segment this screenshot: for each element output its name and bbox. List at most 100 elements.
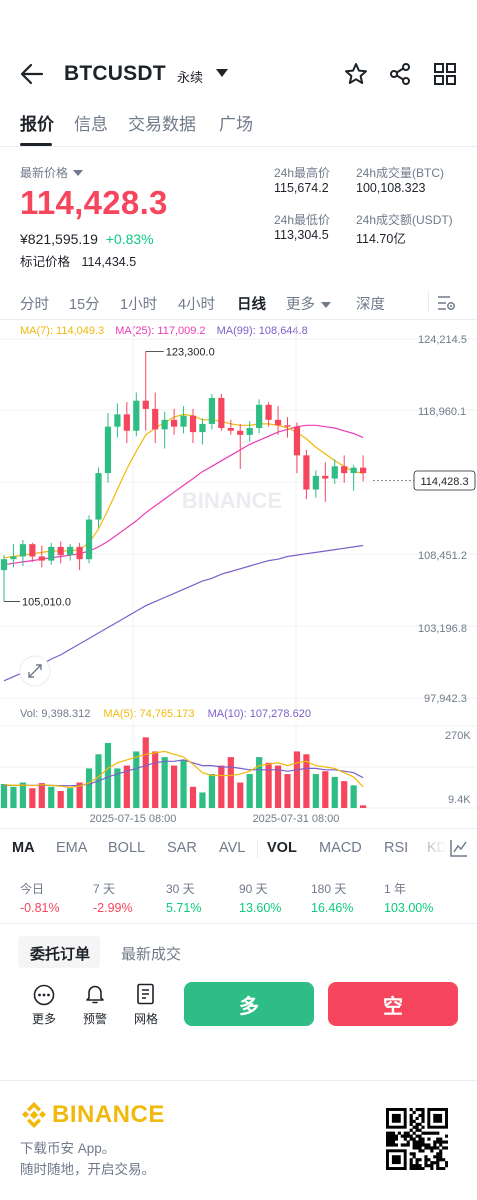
- qr-module: [439, 1167, 443, 1170]
- action-grid-label[interactable]: 网格: [134, 1012, 159, 1026]
- low-24h-value: 113,304.5: [274, 228, 329, 242]
- divider: [0, 923, 477, 924]
- bell-icon[interactable]: [84, 983, 106, 1005]
- volume-bar: [199, 792, 206, 808]
- interval-4h[interactable]: 4小时: [178, 297, 216, 313]
- candle: [142, 400, 149, 409]
- qr-module: [430, 1149, 434, 1153]
- action-alert-label[interactable]: 预警: [83, 1012, 108, 1026]
- grid-trading-icon[interactable]: [136, 983, 156, 1005]
- indicator-settings-icon[interactable]: [449, 838, 469, 858]
- qr-code[interactable]: [386, 1108, 448, 1170]
- interval-more[interactable]: 更多: [286, 293, 332, 314]
- interval-line[interactable]: 分时: [20, 297, 49, 313]
- tab-open-orders[interactable]: 委托订单: [30, 946, 91, 963]
- qr-module: [418, 1146, 422, 1150]
- qr-module: [433, 1146, 437, 1150]
- qr-module: [406, 1143, 410, 1147]
- current-price-tag-label: 114,428.3: [420, 476, 468, 488]
- qr-module: [421, 1108, 425, 1112]
- perf-value: -2.99%: [93, 901, 133, 915]
- indicator-sar[interactable]: SAR: [167, 840, 197, 856]
- candle: [133, 400, 140, 431]
- qr-module: [415, 1122, 419, 1126]
- volume-chart[interactable]: 270K 9.4K 2025-07-15 08:00 2025-07-31 08…: [0, 722, 477, 830]
- indicator-ema[interactable]: EMA: [56, 840, 88, 856]
- chart-settings-icon[interactable]: [436, 294, 456, 312]
- volume-bar: [85, 768, 93, 808]
- indicator-macd[interactable]: MACD: [319, 840, 362, 856]
- price-chart[interactable]: BINANCE 123,300.0 105,010.0 124,214.5 118…: [0, 320, 477, 710]
- qr-module: [433, 1155, 437, 1159]
- high-24h-value: 115,674.2: [274, 181, 329, 195]
- indicator-ma[interactable]: MA: [12, 840, 35, 856]
- qr-finder: [433, 1113, 443, 1123]
- perf-value: 16.46%: [311, 901, 354, 915]
- indicator-boll[interactable]: BOLL: [108, 840, 146, 856]
- volume-bar: [218, 765, 225, 808]
- perf-value: 5.71%: [166, 901, 202, 915]
- symbol-title[interactable]: BTCUSDT: [64, 62, 166, 85]
- qr-module: [415, 1128, 419, 1132]
- grid-icon[interactable]: [434, 63, 456, 85]
- qr-module: [430, 1164, 434, 1168]
- qr-module: [409, 1158, 413, 1162]
- indicator-avl[interactable]: AVL: [219, 840, 246, 856]
- perf-value: 103.00%: [384, 901, 434, 915]
- qr-module: [388, 1140, 393, 1144]
- indicator-vol[interactable]: VOL: [267, 840, 297, 856]
- last-price-label[interactable]: 最新价格: [20, 164, 84, 181]
- perf-label: 90 天: [239, 882, 268, 896]
- perf-label: 今日: [20, 882, 45, 896]
- volume-bar: [29, 788, 36, 808]
- volume-bar: [104, 742, 112, 808]
- tab-info[interactable]: 信息: [74, 115, 108, 134]
- qr-module: [394, 1137, 399, 1141]
- qr-module: [415, 1140, 419, 1144]
- divider: [0, 828, 477, 829]
- candle: [161, 419, 168, 430]
- candle: [341, 466, 348, 474]
- qr-module: [391, 1131, 396, 1135]
- candle: [218, 397, 225, 429]
- qr-module: [386, 1131, 390, 1135]
- qr-finder: [391, 1113, 401, 1123]
- candle: [123, 414, 130, 431]
- tab-quote[interactable]: 报价: [20, 115, 54, 134]
- indicator-rsi[interactable]: RSI: [384, 840, 409, 856]
- perf-label: 1 年: [384, 882, 407, 896]
- back-arrow-icon[interactable]: [20, 63, 44, 85]
- qr-module: [421, 1167, 425, 1170]
- qr-module: [421, 1125, 425, 1129]
- action-more-label[interactable]: 更多: [32, 1012, 57, 1026]
- qr-module: [409, 1116, 413, 1121]
- candle: [199, 423, 206, 433]
- interval-1h[interactable]: 1小时: [120, 297, 158, 313]
- contract-type-label[interactable]: 永续: [177, 70, 204, 85]
- qr-module: [415, 1167, 419, 1170]
- short-button[interactable]: 空: [328, 982, 458, 1026]
- star-icon[interactable]: [343, 62, 369, 86]
- qr-module: [412, 1137, 416, 1141]
- last-price: 114,428.3: [20, 184, 168, 221]
- change-percent: +0.83%: [105, 231, 154, 247]
- low-24h-label: 24h最低价: [274, 213, 331, 227]
- volume-bar: [293, 751, 301, 808]
- tab-square[interactable]: 广场: [219, 115, 253, 134]
- qr-module: [436, 1152, 440, 1156]
- tab-recent-trades[interactable]: 最新成交: [121, 946, 182, 963]
- chevron-down-icon[interactable]: [215, 68, 229, 78]
- long-button[interactable]: 多: [184, 982, 314, 1026]
- tab-trading-data[interactable]: 交易数据: [128, 115, 196, 134]
- interval-15m[interactable]: 15分: [69, 297, 100, 313]
- expand-icon[interactable]: [19, 655, 51, 687]
- more-icon[interactable]: [33, 984, 55, 1006]
- share-icon[interactable]: [388, 62, 412, 86]
- qr-module: [415, 1161, 419, 1165]
- qr-module: [433, 1140, 437, 1144]
- caret-down-icon: [321, 302, 332, 308]
- depth-tab[interactable]: 深度: [356, 297, 385, 313]
- qr-module: [421, 1119, 425, 1123]
- interval-1d[interactable]: 日线: [237, 297, 266, 313]
- candle: [48, 546, 55, 561]
